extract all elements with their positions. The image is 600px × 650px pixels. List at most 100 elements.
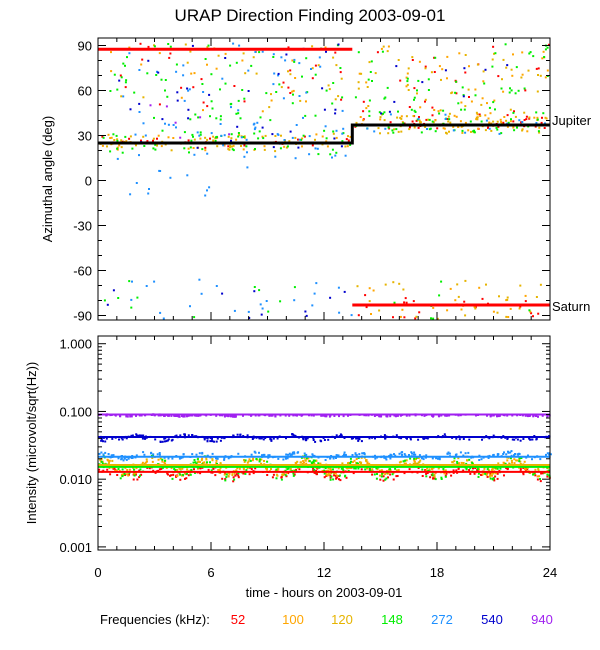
intensity-point	[228, 472, 231, 475]
intensity-point	[384, 473, 387, 476]
intensity-point	[173, 468, 176, 470]
intensity-point	[375, 477, 378, 480]
azimuth-point	[160, 145, 163, 148]
intensity-point	[518, 457, 521, 460]
azimuth-point	[474, 88, 477, 91]
azimuth-point	[293, 60, 296, 63]
azimuth-point	[377, 127, 380, 130]
intensity-point	[294, 469, 297, 472]
intensity-point	[237, 452, 240, 455]
azimuth-point	[279, 300, 282, 303]
azimuth-y-axis-label: Azimuthal angle (deg)	[40, 116, 55, 242]
intensity-point	[405, 414, 408, 417]
intensity-point	[464, 452, 467, 455]
azimuth-point	[314, 73, 317, 76]
azimuth-point	[190, 139, 193, 142]
intensity-point	[546, 475, 549, 478]
azimuth-point	[227, 148, 230, 151]
azimuth-point	[215, 135, 218, 138]
intensity-point	[425, 475, 428, 478]
intensity-point	[342, 415, 345, 418]
azimuth-point	[439, 109, 442, 112]
azimuth-point	[506, 125, 509, 128]
azimuth-point	[455, 92, 458, 95]
azimuth-point	[512, 53, 514, 56]
azimuth-point	[517, 89, 520, 92]
azimuth-point	[396, 116, 399, 119]
azimuth-point	[341, 140, 344, 143]
azimuth-point	[436, 127, 439, 130]
azimuth-point	[113, 73, 116, 76]
azimuth-point	[109, 90, 112, 92]
azimuth-point	[418, 60, 421, 63]
intensity-point	[126, 469, 129, 471]
intensity-point	[121, 475, 124, 478]
azimuth-point	[248, 317, 251, 319]
azimuth-point	[283, 139, 286, 141]
intensity-point	[410, 451, 413, 454]
azimuth-point	[448, 130, 450, 133]
intensity-point	[435, 457, 438, 460]
intensity-point	[111, 459, 114, 462]
azimuth-point	[530, 312, 533, 315]
intensity-point	[504, 462, 507, 465]
azimuth-point	[198, 134, 201, 137]
azimuth-point	[118, 144, 121, 147]
intensity-point	[272, 473, 275, 476]
intensity-point	[323, 439, 326, 441]
intensity-point	[444, 414, 447, 417]
intensity-point	[198, 452, 201, 455]
azimuth-point	[370, 60, 373, 63]
intensity-point	[111, 437, 114, 440]
azimuth-point	[518, 119, 521, 122]
intensity-point	[349, 462, 352, 465]
azimuth-point	[467, 129, 470, 132]
azimuth-point	[227, 135, 230, 138]
intensity-point	[313, 459, 316, 462]
intensity-point	[325, 469, 328, 472]
azimuth-point	[403, 301, 406, 304]
azimuth-point	[428, 118, 431, 121]
azimuth-point	[521, 128, 524, 131]
legend-frequency-272: 272	[431, 612, 453, 627]
intensity-point	[134, 472, 137, 475]
azimuth-point	[303, 135, 306, 138]
intensity-point	[453, 460, 456, 463]
azimuth-point	[486, 102, 488, 105]
intensity-point	[408, 468, 411, 471]
intensity-point	[187, 434, 190, 437]
azimuth-point	[323, 108, 326, 111]
azimuth-point	[116, 147, 119, 150]
intensity-point	[485, 473, 488, 476]
intensity-y-tick-label: 0.100	[59, 404, 92, 419]
azimuth-point	[424, 126, 427, 128]
intensity-point	[288, 452, 291, 455]
intensity-point	[232, 480, 235, 483]
intensity-point	[509, 457, 512, 460]
intensity-point	[135, 473, 137, 476]
azimuth-point	[228, 148, 231, 151]
azimuth-point	[541, 57, 544, 60]
azimuth-point	[544, 116, 547, 119]
azimuth-point	[252, 56, 255, 59]
intensity-point	[409, 438, 412, 441]
intensity-point	[332, 468, 334, 471]
azimuth-point	[323, 129, 326, 132]
intensity-point	[252, 472, 255, 475]
intensity-point	[442, 468, 445, 470]
azimuth-point	[243, 155, 246, 158]
azimuth-point	[254, 126, 257, 129]
azimuth-point	[523, 87, 526, 90]
azimuth-point	[389, 113, 392, 116]
azimuth-point	[136, 296, 139, 299]
azimuth-point	[500, 132, 503, 135]
intensity-point	[422, 437, 425, 440]
azimuth-point	[282, 81, 285, 84]
azimuth-point	[413, 126, 416, 129]
intensity-point	[302, 438, 305, 441]
azimuth-point	[258, 51, 261, 54]
azimuth-point	[219, 88, 221, 91]
intensity-point	[312, 414, 315, 417]
azimuth-point	[230, 102, 233, 105]
